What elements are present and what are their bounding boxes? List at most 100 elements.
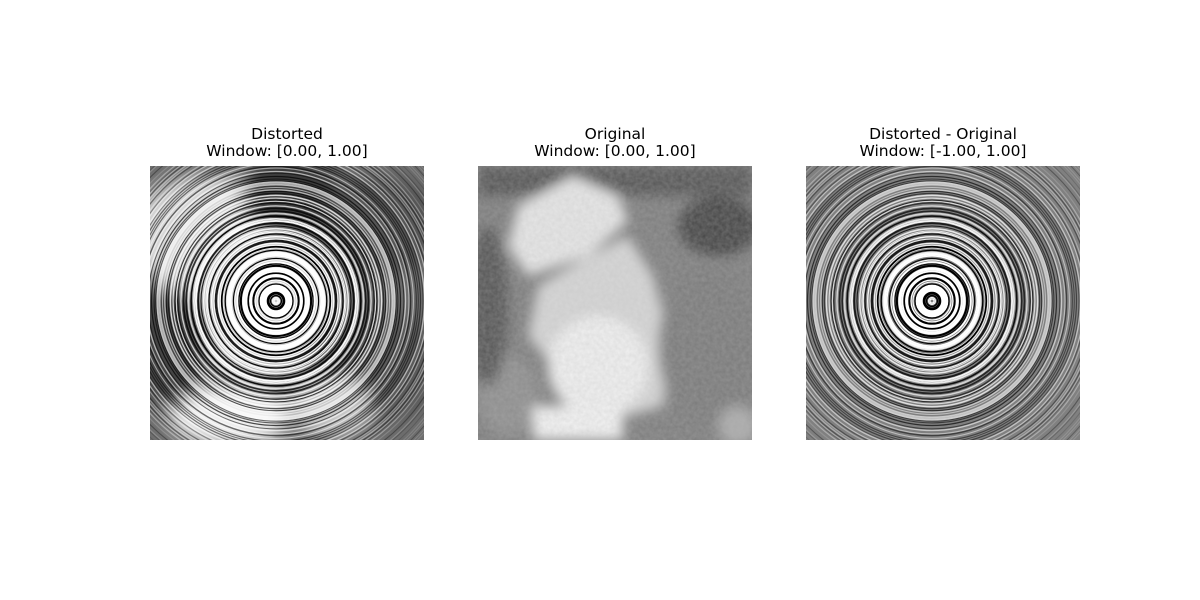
ring: [250, 275, 302, 327]
ring: [150, 167, 410, 435]
ring: [153, 178, 399, 424]
ring: [817, 186, 1047, 416]
ring: [880, 249, 984, 353]
ring: [901, 270, 963, 332]
ring: [187, 212, 365, 390]
ring: [833, 202, 1031, 400]
ring: [870, 239, 994, 363]
ring: [806, 166, 1075, 440]
ring: [205, 230, 347, 372]
ring: [267, 292, 285, 310]
ring: [211, 236, 341, 366]
ring: [150, 175, 402, 427]
ring: [899, 268, 965, 334]
ring: [850, 219, 1014, 383]
ring: [858, 227, 1006, 375]
ring: [909, 278, 955, 324]
ring: [197, 222, 355, 380]
ring: [175, 200, 377, 402]
ring: [150, 166, 412, 437]
ring: [208, 233, 344, 369]
ring: [928, 297, 936, 305]
ring: [806, 166, 1078, 440]
ring: [890, 259, 974, 343]
ring: [872, 241, 992, 361]
ring: [843, 212, 1021, 390]
ring: [908, 277, 956, 325]
ring: [917, 286, 947, 316]
ring: [252, 277, 300, 325]
ring: [217, 242, 335, 360]
ring: [828, 197, 1036, 405]
ring: [876, 245, 988, 357]
panel-title: Distorted Window: [0.00, 1.00]: [110, 126, 464, 160]
ring: [194, 219, 358, 383]
ring: [273, 298, 279, 304]
ring-pattern: [150, 166, 424, 440]
panel-title: Distorted - Original Window: [-1.00, 1.0…: [766, 126, 1120, 160]
ring: [227, 252, 325, 350]
ring: [272, 297, 280, 305]
ring: [856, 225, 1008, 377]
ring: [811, 180, 1053, 422]
ring: [213, 238, 339, 364]
ring: [849, 218, 1015, 384]
ring: [862, 231, 1002, 371]
ring: [846, 215, 1018, 387]
ring: [918, 287, 946, 315]
ring: [247, 272, 305, 330]
ring: [150, 172, 405, 430]
ring: [873, 242, 991, 360]
ring: [157, 182, 395, 420]
ring: [258, 283, 294, 319]
panel-window-range: Window: [0.00, 1.00]: [534, 142, 696, 160]
ring: [150, 166, 424, 440]
ring-pattern: [806, 166, 1080, 440]
ring: [236, 261, 316, 341]
ring: [156, 181, 396, 421]
ring: [853, 222, 1011, 380]
ring: [155, 180, 397, 422]
ring: [925, 294, 939, 308]
panel-original: Original Window: [0.00, 1.00]: [478, 126, 752, 440]
original-image: [478, 166, 752, 440]
ring: [838, 207, 1026, 395]
ring: [905, 274, 959, 328]
ring: [249, 274, 303, 328]
panel-title: Original Window: [0.00, 1.00]: [438, 126, 792, 160]
ring: [830, 199, 1034, 403]
ring: [200, 225, 352, 377]
ring: [229, 254, 323, 348]
ring: [150, 166, 414, 439]
ring: [245, 270, 307, 332]
ring: [182, 207, 370, 395]
ring: [202, 227, 350, 375]
ring: [920, 289, 944, 313]
panel-title-name: Original: [584, 125, 646, 143]
ring: [172, 197, 380, 405]
ring: [806, 170, 1063, 432]
ring: [150, 166, 417, 440]
ring: [806, 167, 1066, 435]
ring: [169, 194, 383, 408]
panel-difference: Distorted - Original Window: [-1.00, 1.0…: [806, 126, 1080, 440]
ring: [823, 192, 1041, 410]
ring: [806, 166, 1080, 440]
ring: [232, 257, 320, 345]
ring: [831, 200, 1033, 402]
ring: [167, 192, 385, 410]
ring: [841, 210, 1023, 392]
ring: [888, 257, 976, 345]
ring: [867, 236, 997, 366]
ring: [264, 289, 288, 313]
ring: [177, 202, 375, 400]
ring: [809, 178, 1055, 424]
ring: [214, 239, 338, 363]
ring: [806, 166, 1070, 439]
ring: [923, 292, 941, 310]
ring: [219, 244, 333, 358]
distorted-image: [150, 166, 424, 440]
ring: [224, 249, 328, 353]
ring: [216, 241, 336, 361]
ring: [226, 251, 326, 351]
